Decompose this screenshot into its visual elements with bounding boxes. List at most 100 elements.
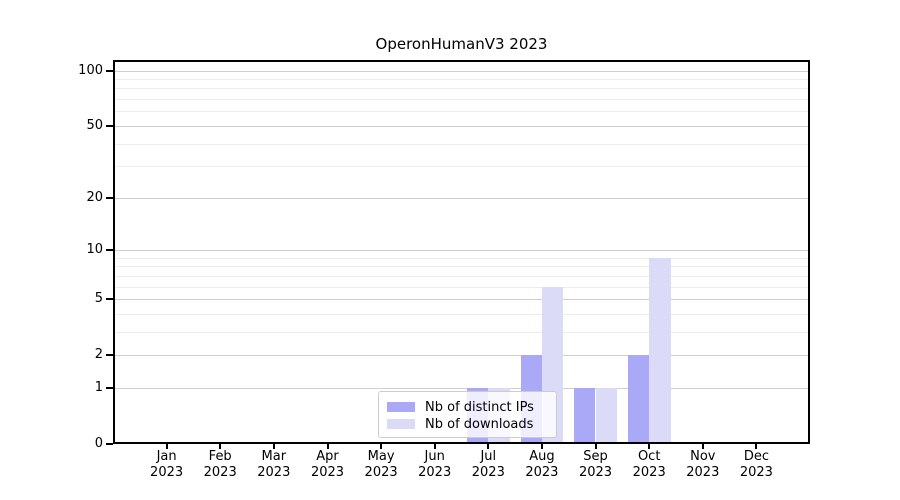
gridline-minor bbox=[113, 286, 810, 288]
legend-swatch bbox=[387, 402, 415, 412]
gridline-major bbox=[113, 387, 810, 389]
gridline-minor bbox=[113, 331, 810, 333]
legend-item: Nb of distinct IPs bbox=[387, 399, 548, 415]
y-tick-label: 5 bbox=[94, 291, 103, 306]
x-tick-month: Dec bbox=[743, 449, 769, 464]
x-tick-label: Aug 2023 bbox=[510, 449, 574, 481]
gridline-minor bbox=[113, 88, 810, 90]
x-tick-mark bbox=[540, 444, 543, 449]
x-tick-month: Jul bbox=[480, 449, 497, 464]
gridline-major bbox=[113, 249, 810, 251]
x-tick-month: Feb bbox=[208, 449, 232, 464]
x-tick-mark bbox=[701, 444, 704, 449]
x-tick-year: 2023 bbox=[632, 465, 666, 480]
plot-spine-left bbox=[113, 60, 115, 444]
gridline-minor bbox=[113, 111, 810, 113]
x-tick-year: 2023 bbox=[418, 465, 452, 480]
legend-label: Nb of downloads bbox=[425, 416, 534, 432]
x-tick-label: Dec 2023 bbox=[724, 449, 788, 481]
bar-downloads-oct bbox=[649, 257, 671, 444]
plot-spine-top bbox=[113, 60, 810, 62]
gridline-minor bbox=[113, 313, 810, 315]
x-tick-mark bbox=[165, 444, 168, 449]
x-tick-label: Apr 2023 bbox=[296, 449, 360, 481]
gridline-minor bbox=[113, 275, 810, 277]
y-tick-mark bbox=[106, 443, 113, 445]
y-tick-mark bbox=[106, 354, 113, 357]
gridline-major bbox=[113, 125, 810, 127]
legend-label: Nb of distinct IPs bbox=[425, 399, 534, 415]
y-tick-mark bbox=[106, 248, 113, 251]
x-tick-label: Nov 2023 bbox=[671, 449, 735, 481]
legend-item: Nb of downloads bbox=[387, 416, 548, 432]
x-tick-mark bbox=[326, 444, 329, 449]
x-tick-mark bbox=[272, 444, 275, 449]
y-tick-label: 100 bbox=[78, 62, 103, 78]
x-tick-mark bbox=[755, 444, 758, 449]
x-tick-year: 2023 bbox=[203, 465, 237, 480]
x-tick-label: Feb 2023 bbox=[188, 449, 252, 481]
chart-title: OperonHumanV3 2023 bbox=[375, 35, 548, 53]
x-tick-year: 2023 bbox=[525, 465, 559, 480]
y-tick-mark bbox=[106, 69, 113, 72]
gridline-minor bbox=[113, 99, 810, 100]
y-tick-label: 1 bbox=[94, 379, 103, 395]
x-tick-mark bbox=[380, 444, 383, 449]
gridline-major bbox=[113, 70, 810, 72]
y-tick-label: 0 bbox=[94, 436, 103, 451]
x-tick-month: Apr bbox=[316, 449, 339, 464]
x-tick-label: Sep 2023 bbox=[564, 449, 628, 481]
gridline-minor bbox=[113, 257, 810, 259]
x-tick-mark bbox=[487, 444, 490, 449]
x-tick-month: Oct bbox=[637, 449, 661, 464]
plot-spine-right bbox=[808, 60, 810, 444]
bar-downloads-sep bbox=[595, 387, 617, 444]
gridline-major bbox=[113, 197, 810, 199]
x-tick-year: 2023 bbox=[686, 465, 720, 480]
x-tick-year: 2023 bbox=[150, 465, 184, 480]
x-axis-line bbox=[113, 442, 810, 444]
x-tick-month: Jun bbox=[424, 449, 445, 464]
x-tick-label: Jul 2023 bbox=[456, 449, 520, 481]
x-tick-year: 2023 bbox=[578, 465, 613, 480]
x-tick-year: 2023 bbox=[310, 465, 345, 480]
y-tick-mark bbox=[106, 298, 113, 300]
x-tick-month: May bbox=[367, 449, 395, 464]
gridline-minor bbox=[113, 166, 810, 168]
x-tick-label: Jun 2023 bbox=[403, 449, 467, 481]
y-tick-mark bbox=[106, 196, 113, 199]
x-tick-label: Oct 2023 bbox=[617, 449, 681, 481]
plot-area bbox=[113, 60, 810, 444]
gridline-minor bbox=[113, 78, 810, 80]
y-tick-label: 2 bbox=[94, 347, 103, 363]
x-tick-year: 2023 bbox=[471, 465, 505, 480]
x-tick-month: Jan bbox=[156, 449, 177, 464]
x-tick-mark bbox=[433, 444, 436, 449]
y-tick-mark bbox=[106, 124, 113, 127]
x-tick-mark bbox=[648, 444, 651, 449]
gridline-major bbox=[113, 355, 810, 357]
x-tick-label: Jan 2023 bbox=[135, 449, 199, 481]
gridline-major bbox=[113, 299, 810, 300]
bar-distinct-ips-oct bbox=[627, 355, 650, 444]
x-tick-label: May 2023 bbox=[349, 449, 413, 481]
y-tick-mark bbox=[106, 386, 113, 389]
x-tick-label: Mar 2023 bbox=[242, 449, 306, 481]
y-tick-label: 10 bbox=[86, 241, 103, 257]
x-tick-month: Sep bbox=[583, 449, 608, 464]
x-tick-mark bbox=[219, 444, 222, 449]
legend-swatch bbox=[387, 419, 415, 429]
legend: Nb of distinct IPs Nb of downloads bbox=[378, 391, 557, 438]
bar-distinct-ips-sep bbox=[574, 387, 596, 444]
y-tick-label: 20 bbox=[86, 189, 103, 205]
x-tick-mark bbox=[594, 444, 597, 449]
x-tick-month: Aug bbox=[529, 449, 555, 464]
x-tick-month: Mar bbox=[261, 449, 287, 464]
x-tick-month: Nov bbox=[690, 449, 716, 464]
x-tick-year: 2023 bbox=[739, 465, 773, 480]
y-tick-label: 50 bbox=[86, 117, 103, 133]
gridline-minor bbox=[113, 143, 810, 145]
x-tick-year: 2023 bbox=[364, 465, 398, 480]
x-tick-year: 2023 bbox=[257, 465, 291, 480]
